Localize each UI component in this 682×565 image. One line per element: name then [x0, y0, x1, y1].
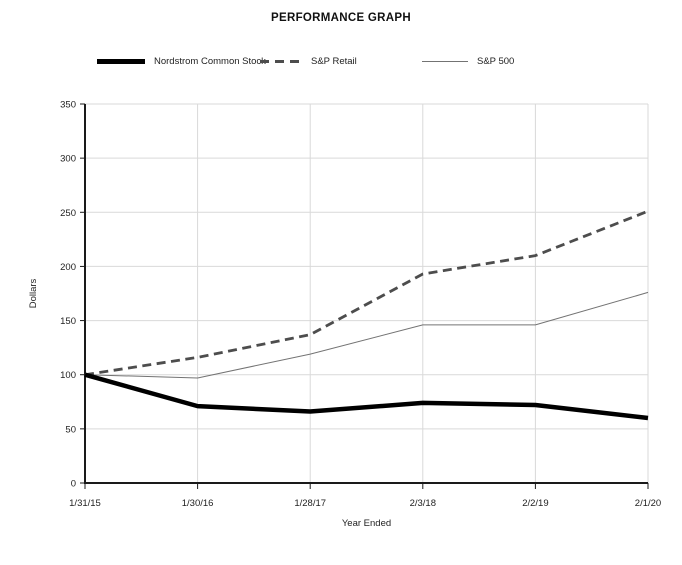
thick-solid-line-swatch-icon	[97, 59, 145, 64]
x-tick-label: 1/31/15	[69, 498, 101, 509]
dashed-line-swatch-icon	[260, 60, 302, 63]
x-tick-label: 1/30/16	[182, 498, 214, 509]
legend-item-sp-retail: S&P Retail	[260, 55, 357, 68]
series-line-s-p-retail	[84, 209, 649, 377]
legend-label: Nordstrom Common Stock	[154, 56, 266, 67]
series-line-s-p-500	[84, 291, 649, 379]
x-axis-title: Year Ended	[342, 518, 391, 529]
thin-solid-line-swatch-icon	[422, 61, 468, 62]
legend-label: S&P Retail	[311, 56, 357, 67]
x-tick-label: 2/3/18	[410, 498, 436, 509]
y-tick-label: 250	[60, 208, 76, 219]
series-line-nordstrom-common-stock	[84, 372, 649, 421]
y-axis-title: Dollars	[28, 278, 39, 308]
y-tick-label: 50	[65, 424, 76, 435]
legend-item-sp500: S&P 500	[422, 55, 514, 68]
y-tick-label: 150	[60, 316, 76, 327]
y-tick-label: 200	[60, 262, 76, 273]
y-tick-label: 350	[60, 100, 76, 111]
y-tick-label: 100	[60, 370, 76, 381]
legend-item-nordstrom: Nordstrom Common Stock	[97, 55, 266, 68]
x-tick-label: 2/2/19	[522, 498, 548, 509]
x-tick-label: 1/28/17	[294, 498, 326, 509]
chart-title: PERFORMANCE GRAPH	[271, 12, 411, 24]
x-tick-label: 2/1/20	[635, 498, 661, 509]
y-tick-label: 0	[71, 479, 76, 490]
y-tick-label: 300	[60, 154, 76, 165]
legend-label: S&P 500	[477, 56, 515, 67]
